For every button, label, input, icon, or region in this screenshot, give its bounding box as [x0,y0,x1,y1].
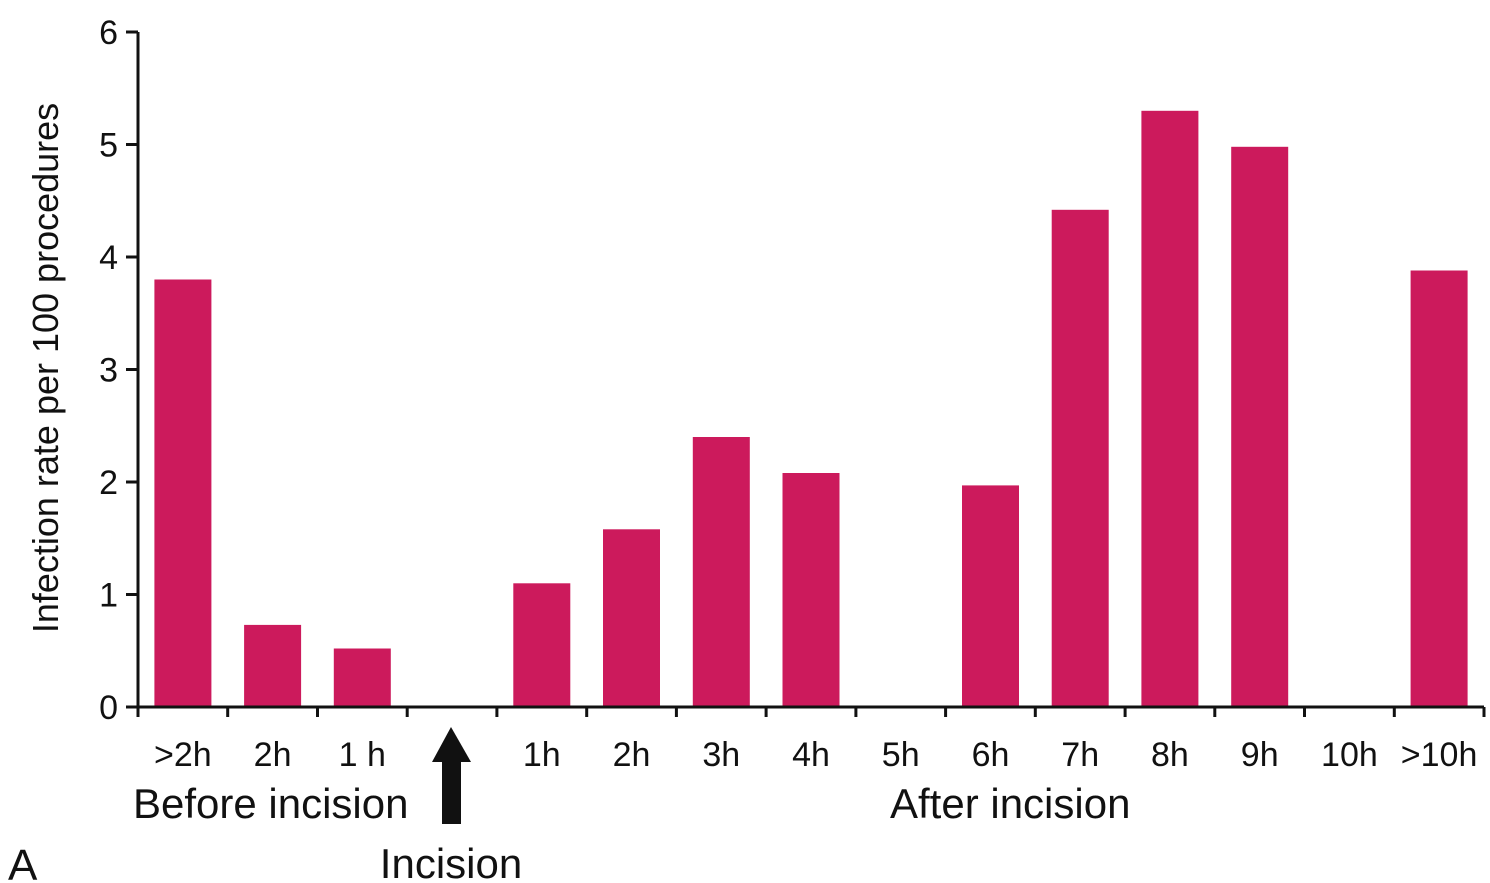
x-tick-label: 4h [792,736,830,774]
x-tick-label: 8h [1151,736,1189,774]
y-ticks-group: 0 1 2 3 4 5 6 [99,14,138,727]
x-tick-label: 9h [1241,736,1279,774]
x-tick-label: 3h [702,736,740,774]
y-tick-label: 3 [99,352,118,390]
after-incision-label: After incision [890,780,1130,827]
bar [962,485,1019,707]
before-incision-label: Before incision [133,780,408,827]
x-tick-label: 1 h [339,736,386,774]
y-tick-label: 2 [99,464,118,502]
x-tick-label: 2h [254,736,292,774]
y-axis-label: Infection rate per 100 procedures [25,103,66,633]
x-tick-label: 7h [1061,736,1099,774]
y-tick-label: 4 [99,239,118,277]
bar [1141,110,1199,708]
incision-label: Incision [380,840,522,883]
y-tick-label: 1 [99,577,118,615]
x-tick-label: 10h [1321,736,1378,774]
bar [603,529,660,708]
x-tick-label: >10h [1401,736,1478,774]
bar [1231,146,1289,708]
bar [244,624,302,707]
x-tick-label: 2h [613,736,651,774]
bar [154,279,212,707]
bar [513,583,571,708]
bar [1410,270,1468,707]
y-tick-label: 0 [99,689,118,727]
x-tick-label: 1h [523,736,561,774]
bar [333,648,391,707]
x-ticks-group: >2h 2h 1 h 1h 2h 3h 4h 5h 6h 7h 8h 9h 10h >10h [136,707,1486,774]
bar [782,473,840,707]
x-tick-label: 5h [882,736,920,774]
bars-group [154,110,1468,708]
panel-label: A [8,841,38,883]
y-tick-label: 6 [99,14,118,52]
x-tick-label: >2h [154,736,212,774]
bar [692,437,750,707]
y-tick-label: 5 [99,127,118,165]
x-tick-label: 6h [972,736,1010,774]
incision-arrow-icon [432,727,471,824]
bar [1051,209,1109,708]
